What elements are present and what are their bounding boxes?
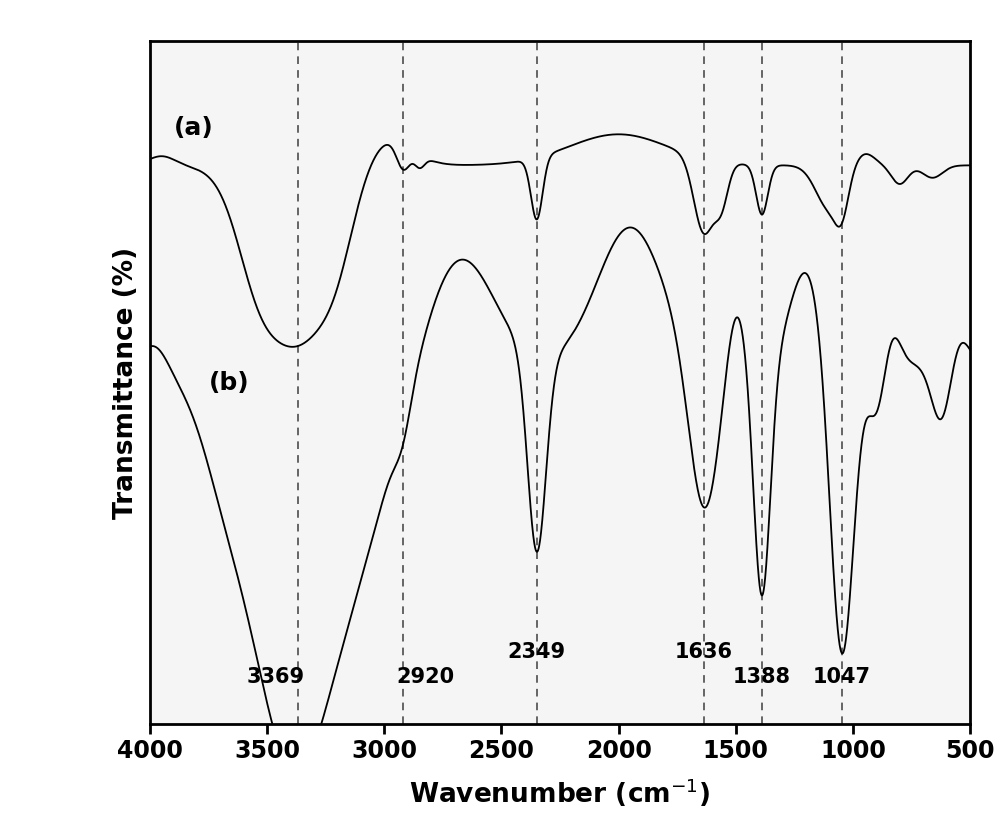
Text: (a): (a) [173,116,213,140]
X-axis label: Wavenumber (cm$^{-1}$): Wavenumber (cm$^{-1}$) [409,777,711,809]
Text: (b): (b) [209,370,249,395]
Text: 3369: 3369 [247,667,305,687]
Text: 2920: 2920 [396,667,454,687]
Text: 1388: 1388 [733,667,791,687]
Y-axis label: Transmittance (%): Transmittance (%) [113,247,139,518]
Text: 1636: 1636 [675,642,733,663]
Text: 1047: 1047 [813,667,871,687]
Text: 2349: 2349 [508,642,566,663]
